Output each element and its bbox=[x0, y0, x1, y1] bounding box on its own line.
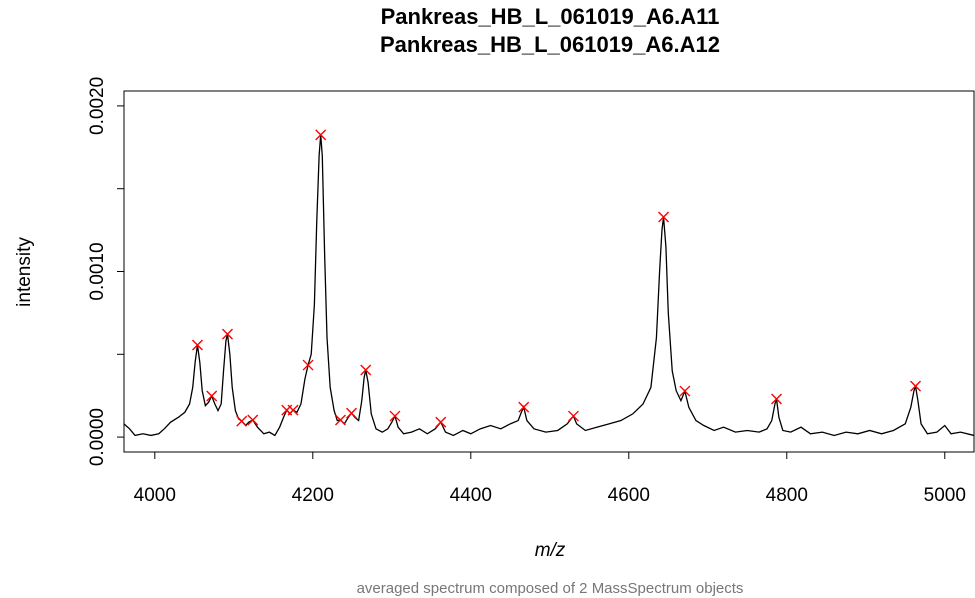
spectrum-line bbox=[124, 134, 975, 437]
x-tick-label: 5000 bbox=[924, 485, 966, 506]
y-tick-label: 0.0010 bbox=[87, 242, 108, 300]
peak-marker bbox=[221, 328, 233, 340]
peak-marker bbox=[236, 415, 248, 427]
peak-marker bbox=[247, 414, 259, 426]
peak-marker bbox=[346, 407, 358, 419]
peak-marker bbox=[518, 401, 530, 413]
peak-marker bbox=[315, 129, 327, 141]
peak-marker bbox=[206, 390, 218, 402]
peak-marker bbox=[334, 414, 346, 426]
peak-marker bbox=[191, 339, 203, 351]
peak-marker bbox=[910, 380, 922, 392]
y-tick-label: 0.0020 bbox=[87, 77, 108, 135]
peak-marker bbox=[658, 211, 670, 223]
x-tick-label: 4200 bbox=[292, 485, 334, 506]
peak-marker bbox=[679, 385, 691, 397]
subtitle: averaged spectrum composed of 2 MassSpec… bbox=[357, 580, 744, 597]
chart-title: Pankreas_HB_L_061019_A6.A11 bbox=[381, 4, 720, 29]
peak-marker bbox=[360, 364, 372, 376]
peak-marker bbox=[287, 404, 299, 416]
peak-marker bbox=[389, 410, 401, 422]
y-axis-label: intensity bbox=[14, 237, 35, 307]
peak-marker bbox=[435, 416, 447, 428]
x-tick-label: 4800 bbox=[766, 485, 808, 506]
peak-marker bbox=[771, 393, 783, 405]
x-tick-label: 4400 bbox=[450, 485, 492, 506]
x-tick-label: 4000 bbox=[134, 485, 176, 506]
chart-title: Pankreas_HB_L_061019_A6.A12 bbox=[380, 32, 720, 57]
x-axis-label: m/z bbox=[535, 540, 566, 561]
peak-marker bbox=[302, 359, 314, 371]
y-tick-label: 0.0000 bbox=[87, 408, 108, 466]
plot-frame bbox=[123, 90, 975, 453]
x-tick-label: 4600 bbox=[608, 485, 650, 506]
peak-marker bbox=[567, 410, 579, 422]
